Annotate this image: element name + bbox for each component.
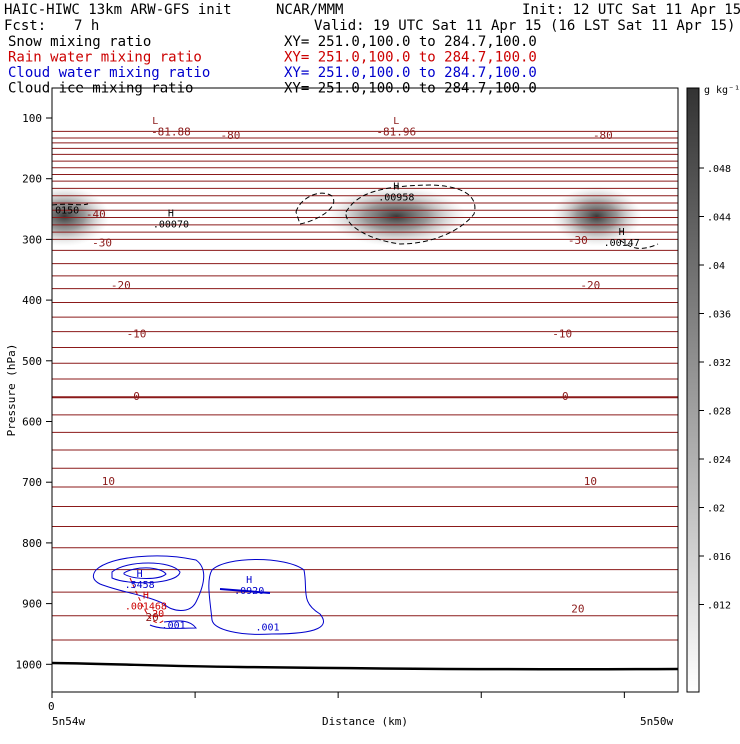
extremum-marker: L [152, 116, 158, 127]
colorbar-tick-label: .044 [707, 213, 731, 224]
temperature-label: 20 [146, 611, 159, 624]
rain-water-contour [129, 577, 165, 624]
plot-area: -81.88 -80 -81.96 -80 -40 -30 -30 -20 -20 -10 -10 0… [52, 116, 678, 671]
contour-label: 20 [152, 609, 164, 620]
valid-label: Valid: 19 UTC Sat 11 Apr 15 (16 LST Sat … [314, 18, 735, 34]
model-title: HAIC-HIWC 13km ARW-GFS init [4, 2, 232, 18]
temperature-label: -80 [220, 129, 240, 142]
colorbar-tick-label: .016 [707, 552, 731, 563]
y-tick-label: 900 [22, 598, 42, 611]
temperature-label: 0 [562, 390, 569, 403]
temperature-label: -10 [127, 327, 147, 340]
extremum-marker: H [137, 569, 143, 580]
temperature-label: 10 [584, 475, 597, 488]
field-xy: XY= 251.0,100.0 to 284.7,100.0 [284, 34, 537, 50]
colorbar-unit: g kg⁻¹ [704, 85, 740, 96]
temperature-label: -30 [568, 234, 588, 247]
y-tick-label: 400 [22, 294, 42, 307]
terrain-line [52, 661, 678, 671]
y-tick-label: 1000 [16, 658, 43, 671]
y-tick-label: 300 [22, 233, 42, 246]
extremum-marker: H [619, 227, 625, 238]
colorbar [686, 87, 700, 693]
plot-frame [51, 87, 679, 693]
colorbar-ticks: .048 .044 .04 .036 .032 .028 .024 .02 .016 .012 [699, 164, 731, 612]
extremum-marker: H [143, 591, 149, 602]
temperature-label: -40 [86, 208, 106, 221]
cloud-ice-contour [619, 239, 659, 249]
extremum-value: .00147 [604, 238, 640, 249]
temperature-label: 20 [571, 602, 584, 615]
org-label: NCAR/MMM [276, 2, 343, 18]
cloud-ice-contour [52, 203, 89, 206]
field-xy: XY= 251.0,100.0 to 284.7,100.0 [284, 65, 537, 81]
snow-shading [326, 186, 467, 247]
colorbar-tick-label: .024 [707, 455, 731, 466]
colorbar-tick-label: .032 [707, 358, 731, 369]
y-tick-label: 700 [22, 476, 42, 489]
field-name: Rain water mixing ratio [8, 50, 202, 66]
extremum-value: .00070 [153, 219, 189, 230]
colorbar-tick-label: .012 [707, 601, 731, 612]
colorbar-tick-label: .028 [707, 407, 731, 418]
y-tick-label: 800 [22, 537, 42, 550]
field-legend: Snow mixing ratio XY= 251.0,100.0 to 284.… [8, 34, 537, 97]
extremum-marker: L [393, 116, 399, 127]
cloud-water-contour [92, 555, 205, 611]
x-right-label: 5n50w [640, 715, 673, 728]
extremum-value: .001468 [125, 602, 167, 613]
extremum-value: .0920 [234, 586, 264, 597]
y-tick-label: 500 [22, 355, 42, 368]
cloud-water-contour [123, 567, 167, 579]
colorbar-tick-label: .04 [707, 261, 725, 272]
cloud-water-contour [111, 562, 181, 584]
colorbar-tick-label: .036 [707, 310, 731, 321]
temperature-label: -80 [593, 129, 613, 142]
cloud-ice-contour [295, 192, 335, 225]
y-tick-label: 200 [22, 173, 42, 186]
snow-shading [551, 186, 642, 247]
snow-shading [52, 186, 110, 247]
y-tick-label: 600 [22, 416, 42, 429]
cloud-ice-contour [345, 184, 476, 245]
temperature-label: -10 [552, 327, 572, 340]
y-tick-label: 100 [22, 112, 42, 125]
extremum-marker: H [246, 575, 252, 586]
contour-label: 0150 [55, 205, 79, 216]
extremum-marker: H [168, 208, 174, 219]
temperature-label: -30 [92, 236, 112, 249]
extremum-value: .5458 [125, 580, 155, 591]
temperature-label: -20 [580, 279, 600, 292]
cloud-water-contour [149, 620, 198, 629]
extremum-value: .00958 [378, 193, 414, 204]
fcst-value: 7 h [74, 18, 99, 34]
contour-label: .001 [162, 620, 186, 631]
colorbar-tick-label: .02 [707, 504, 725, 515]
contour-label: .001 [255, 622, 279, 633]
field-name: Cloud water mixing ratio [8, 65, 210, 81]
temperature-label: 10 [102, 475, 115, 488]
cloud-water-contour [208, 559, 324, 635]
temperature-label: -20 [111, 279, 131, 292]
colorbar-tick-label: .048 [707, 164, 731, 175]
y-axis-label: Pressure (hPa) [5, 344, 18, 437]
x-axis-label: Distance (km) [322, 715, 408, 728]
init-label: Init: 12 UTC Sat 11 Apr 15 [522, 2, 740, 18]
fcst-label: Fcst: [4, 18, 46, 34]
cloud-water-contour [219, 588, 271, 594]
x-origin-label: 0 [48, 700, 55, 713]
temperature-label: -81.88 [151, 125, 191, 138]
temperature-label: -81.96 [376, 125, 416, 138]
extremum-marker: H [393, 182, 399, 193]
field-xy: XY= 251.0,100.0 to 284.7,100.0 [284, 50, 537, 66]
temperature-label: 0 [133, 390, 140, 403]
x-left-label: 5n54w [52, 715, 85, 728]
field-name: Snow mixing ratio [8, 34, 151, 50]
